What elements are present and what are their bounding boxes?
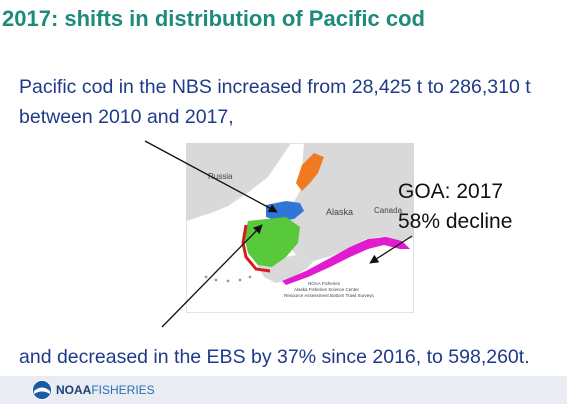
brand-noaa: NOAA (56, 383, 92, 397)
goa-decline-value: 58% decline (398, 210, 513, 233)
alaska-survey-map: Russia Alaska Canada NOAA Fisheries Alas… (186, 143, 414, 313)
noaa-fisheries-brand: NOAAFISHERIES (56, 383, 155, 397)
ebs-text: and decreased in the EBS by 37% since 20… (19, 346, 530, 368)
map-credit-2: Alaska Fisheries Science Center (294, 287, 360, 292)
arctic-survey-area (296, 153, 324, 191)
goa-label: GOA: 2017 (398, 180, 504, 203)
map-credit-1: NOAA Fisheries (308, 281, 341, 286)
map-label-alaska: Alaska (326, 207, 353, 217)
slide-title: 2017: shifts in distribution of Pacific … (2, 6, 425, 31)
nbs-text-cont: between 2010 and 2017, (19, 106, 234, 128)
map-label-russia: Russia (208, 172, 233, 181)
brand-fisheries: FISHERIES (91, 383, 155, 397)
goa-survey-area (282, 237, 410, 285)
map-label-canada: Canada (374, 206, 403, 215)
footer-bar: NOAAFISHERIES (0, 376, 567, 404)
map-credit-3: Resource Assessment Bottom Trawl Surveys (284, 293, 375, 298)
nbs-text: Pacific cod in the NBS increased from 28… (19, 76, 531, 98)
noaa-logo-icon (32, 380, 52, 400)
